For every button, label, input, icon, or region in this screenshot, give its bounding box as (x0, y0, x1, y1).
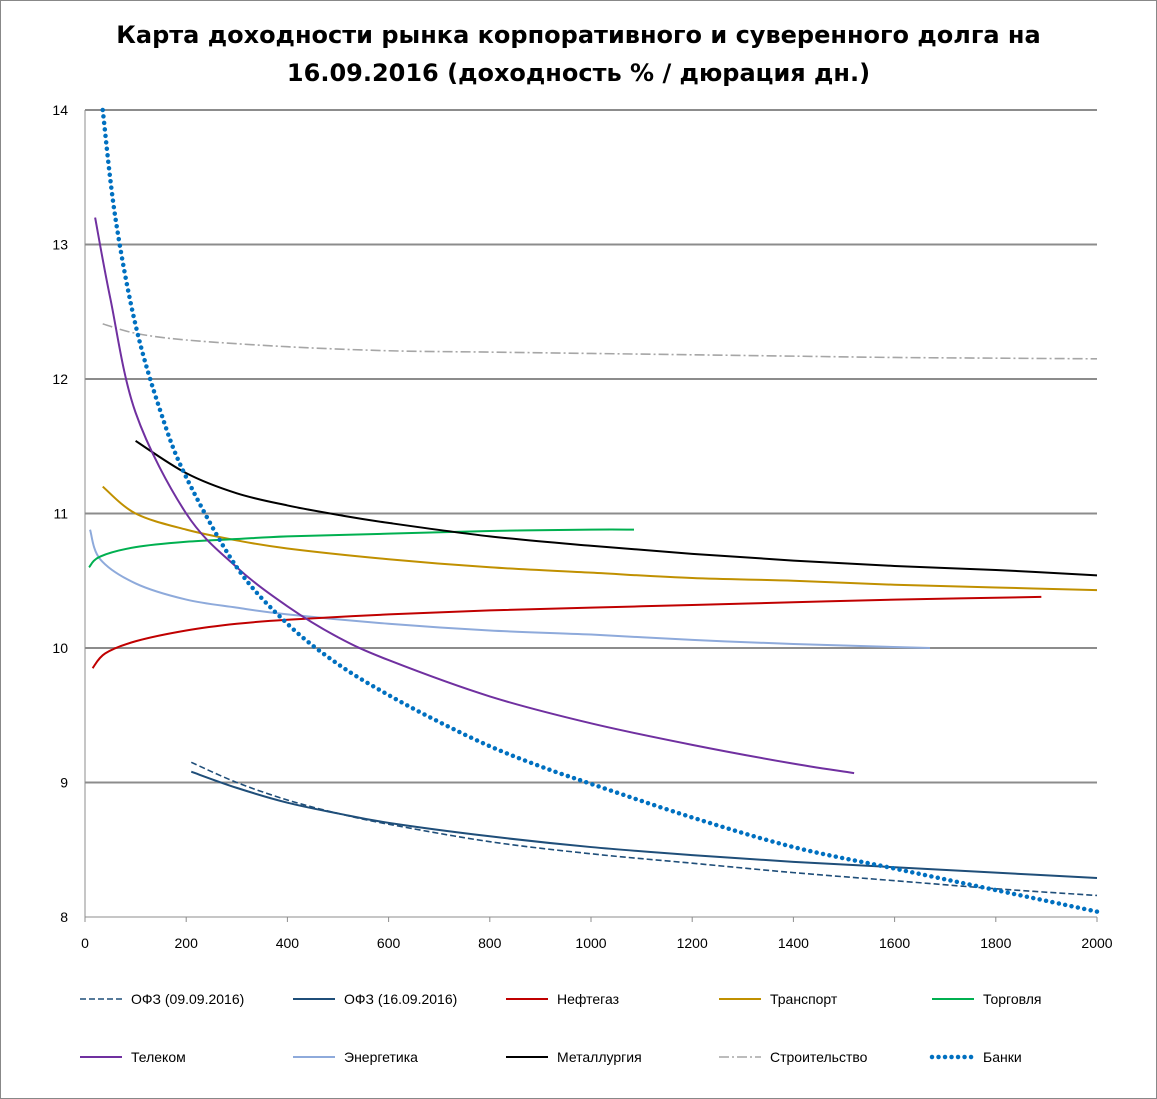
legend-label: ОФЗ (09.09.2016) (131, 991, 244, 1007)
legend-label: Транспорт (770, 991, 838, 1007)
y-tick-label: 10 (52, 640, 68, 656)
legend-label: Телеком (131, 1049, 186, 1065)
y-tick-label: 8 (60, 909, 68, 925)
series-line-9 (100, 107, 1100, 914)
axes: 8 9 10 11 12 13 14 0 200 400 600 800 1000 1200 1400 160… (52, 102, 1112, 951)
x-tick-label: 1600 (879, 935, 910, 951)
y-tick-label: 11 (53, 506, 68, 522)
series-line-3 (102, 485, 1098, 592)
legend-label: Металлургия (557, 1049, 642, 1065)
legend-label: ОФЗ (16.09.2016) (344, 991, 457, 1007)
series-line-1 (190, 770, 1098, 879)
x-tick-label: 1800 (980, 935, 1011, 951)
chart-title: Карта доходности рынка корпоративного и … (0, 16, 1157, 92)
series-lines (88, 107, 1100, 914)
y-tick-label: 12 (52, 371, 68, 387)
series-line-8 (102, 323, 1098, 360)
x-tick-label: 800 (478, 935, 502, 951)
legend-label: Строительство (770, 1049, 868, 1065)
gridlines (85, 109, 1097, 784)
x-tick-label: 2000 (1081, 935, 1112, 951)
y-tick-label: 13 (52, 237, 68, 253)
x-tick-label: 1200 (677, 935, 708, 951)
series-line-6 (89, 529, 931, 649)
series-line-2 (91, 595, 1042, 669)
x-tick-label: 600 (377, 935, 401, 951)
x-tick-label: 1400 (778, 935, 809, 951)
x-tick-label: 400 (276, 935, 300, 951)
series-line-5 (94, 217, 855, 775)
series-line-7 (135, 440, 1098, 577)
y-tick-label: 14 (52, 102, 68, 118)
legend-label: Банки (983, 1049, 1022, 1065)
x-tick-label: 1000 (575, 935, 606, 951)
legend-label: Торговля (983, 991, 1041, 1007)
y-tick-label: 9 (60, 775, 68, 791)
chart-title-line-1: Карта доходности рынка корпоративного и … (116, 21, 1041, 49)
legend-label: Энергетика (344, 1049, 418, 1065)
series-line-4 (88, 528, 635, 569)
x-tick-label: 200 (175, 935, 199, 951)
legend: ОФЗ (09.09.2016) ОФЗ (16.09.2016) Нефтегаз… (80, 991, 1041, 1065)
x-tick-label: 0 (81, 935, 89, 951)
chart-title-line-2: 16.09.2016 (доходность % / дюрация дн.) (286, 59, 871, 87)
series-line-0 (190, 761, 1098, 897)
legend-label: Нефтегаз (557, 991, 619, 1007)
